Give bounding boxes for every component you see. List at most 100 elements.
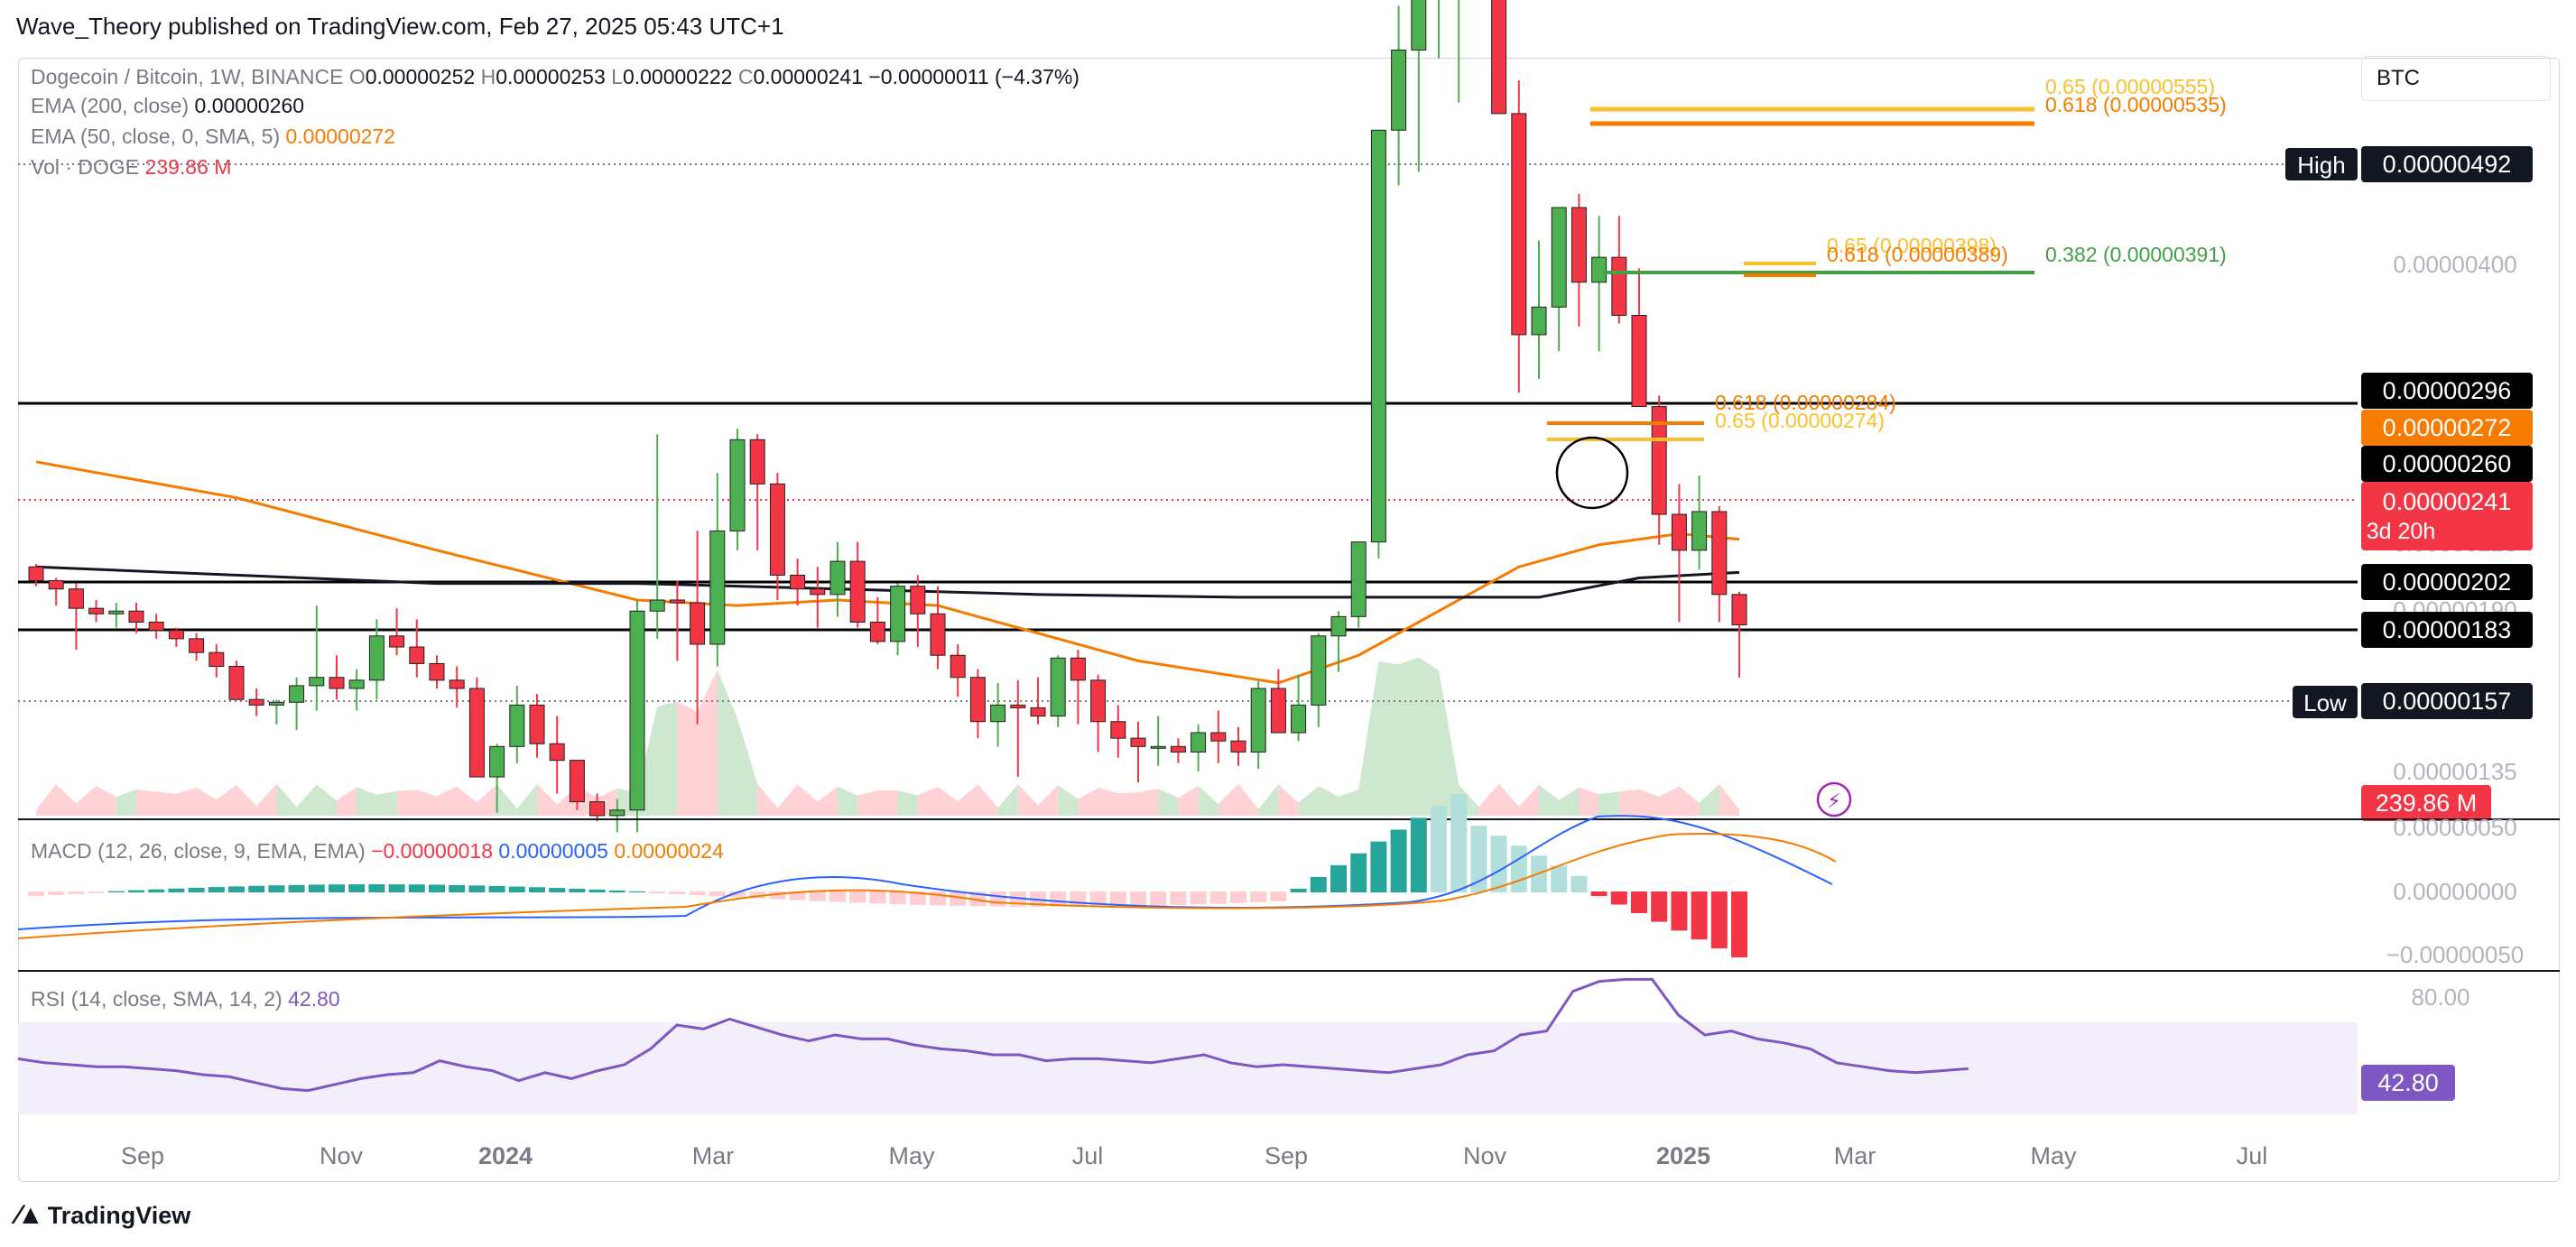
volume-area bbox=[1038, 785, 1059, 816]
candle-body bbox=[1591, 256, 1608, 283]
candle-body bbox=[1110, 721, 1126, 739]
current-price-tag-bg bbox=[2361, 482, 2533, 550]
volume-area bbox=[296, 784, 317, 816]
current-price-tag: 0.00000241 bbox=[2383, 488, 2512, 515]
macd-histogram-bar bbox=[1691, 891, 1708, 940]
candle-body bbox=[1370, 129, 1386, 543]
currency-button[interactable]: BTC bbox=[2361, 56, 2551, 101]
macd-histogram-bar bbox=[1731, 891, 1747, 958]
candle-body bbox=[108, 610, 125, 614]
level-tag-bg bbox=[2361, 612, 2533, 648]
macd-histogram-bar bbox=[729, 891, 746, 898]
candle-body bbox=[148, 621, 164, 632]
rsi-axis-tick: 80.00 bbox=[2411, 984, 2469, 1011]
volume-area bbox=[1639, 789, 1660, 816]
volume-area bbox=[477, 784, 497, 816]
ema50-line bbox=[35, 460, 1740, 685]
volume-area bbox=[276, 783, 297, 816]
macd-histogram-bar bbox=[1370, 841, 1387, 892]
candle-body bbox=[1330, 615, 1347, 637]
macd-histogram-bar bbox=[1571, 875, 1588, 892]
candle-body bbox=[429, 662, 445, 681]
volume-area bbox=[978, 784, 998, 816]
candle-body bbox=[268, 701, 284, 706]
ohlc-close: 0.00000241 bbox=[753, 65, 863, 88]
candle-body bbox=[1491, 0, 1507, 115]
ema200-legend[interactable]: EMA (200, close) 0.00000260 bbox=[31, 94, 304, 118]
macd-histogram-bar bbox=[268, 885, 285, 892]
volume-area bbox=[176, 787, 197, 816]
volume-area bbox=[1058, 785, 1079, 816]
macd-axis-tick: 0.00000050 bbox=[2393, 814, 2516, 841]
volume-area bbox=[1539, 784, 1560, 816]
candle-body bbox=[709, 530, 726, 645]
candle-body bbox=[529, 704, 545, 744]
candle-body bbox=[1130, 737, 1146, 747]
candle-body bbox=[389, 635, 405, 648]
volume-area bbox=[1078, 788, 1098, 816]
candle-body bbox=[1150, 745, 1166, 749]
volume-area bbox=[1158, 789, 1179, 816]
candle-body bbox=[829, 560, 846, 596]
symbol-name: Dogecoin / Bitcoin, 1W, BINANCE bbox=[31, 65, 344, 88]
ema200-line bbox=[35, 565, 1740, 599]
macd-histogram-bar bbox=[329, 884, 345, 892]
candle-body bbox=[1571, 207, 1587, 283]
candle-body bbox=[128, 610, 144, 623]
candle-body bbox=[1671, 513, 1687, 551]
tradingview-logo[interactable]: ⁄▲ TradingView bbox=[16, 1200, 190, 1231]
publisher-header: Wave_Theory published on TradingView.com… bbox=[16, 13, 784, 40]
volume-area bbox=[757, 783, 778, 816]
volume-area bbox=[817, 786, 838, 816]
volume-value: 239.86 M bbox=[144, 155, 232, 179]
volume-legend[interactable]: Vol · DOGE 239.86 M bbox=[31, 155, 231, 180]
volume-area bbox=[838, 786, 858, 816]
macd-histogram-bar bbox=[368, 884, 385, 892]
ema50-label: EMA (50, close, 0, SMA, 5) bbox=[31, 125, 281, 148]
candle-body bbox=[669, 599, 685, 604]
volume-area bbox=[997, 783, 1018, 816]
time-axis-label: Sep bbox=[1265, 1142, 1308, 1169]
macd-histogram-bar bbox=[1710, 891, 1728, 949]
candle-body bbox=[1731, 594, 1747, 626]
candle-body bbox=[810, 588, 826, 596]
macd-legend[interactable]: MACD (12, 26, close, 9, EMA, EMA) −0.000… bbox=[31, 839, 724, 864]
volume-area bbox=[1218, 783, 1238, 816]
candle-body bbox=[1090, 679, 1107, 723]
symbol-legend[interactable]: Dogecoin / Bitcoin, 1W, BINANCE O 0.00000… bbox=[31, 65, 1080, 89]
macd-histogram-bar bbox=[508, 886, 525, 892]
volume-area bbox=[877, 790, 898, 816]
volume-area bbox=[1378, 660, 1399, 816]
macd-histogram-bar bbox=[1610, 891, 1627, 905]
candle-body bbox=[468, 688, 485, 778]
candle-body bbox=[890, 586, 906, 642]
macd-histogram-bar bbox=[308, 884, 325, 892]
macd-histogram-bar bbox=[769, 891, 786, 900]
candle-body bbox=[690, 602, 706, 645]
macd-histogram-bar bbox=[1671, 891, 1688, 931]
level-tag: 0.00000296 bbox=[2383, 377, 2512, 404]
time-axis-label: 2025 bbox=[1656, 1142, 1710, 1169]
candle-body bbox=[1611, 256, 1627, 316]
macd-histogram-bar bbox=[107, 891, 125, 892]
volume-area bbox=[677, 701, 698, 816]
ema50-legend[interactable]: EMA (50, close, 0, SMA, 5) 0.00000272 bbox=[31, 125, 395, 149]
macd-histogram-bar bbox=[1170, 891, 1187, 905]
ohlc-open-label: O bbox=[348, 65, 366, 88]
candle-body bbox=[1350, 541, 1367, 617]
rsi-legend[interactable]: RSI (14, close, SMA, 14, 2) 42.80 bbox=[31, 987, 340, 1011]
macd-histogram-bar bbox=[709, 891, 726, 897]
volume-area bbox=[156, 791, 177, 816]
macd-histogram-bar bbox=[689, 891, 706, 896]
macd-histogram-bar bbox=[809, 891, 826, 901]
candle-body bbox=[930, 613, 946, 656]
volume-area bbox=[938, 786, 959, 816]
low-price-tag-bg bbox=[2361, 683, 2533, 719]
volume-area bbox=[777, 784, 798, 816]
macd-histogram-bar bbox=[1290, 888, 1307, 892]
volume-area bbox=[1478, 783, 1499, 816]
low-price-tag: 0.00000157 bbox=[2383, 688, 2512, 715]
macd-histogram-bar bbox=[1209, 891, 1227, 904]
macd-histogram-bar bbox=[388, 884, 405, 892]
